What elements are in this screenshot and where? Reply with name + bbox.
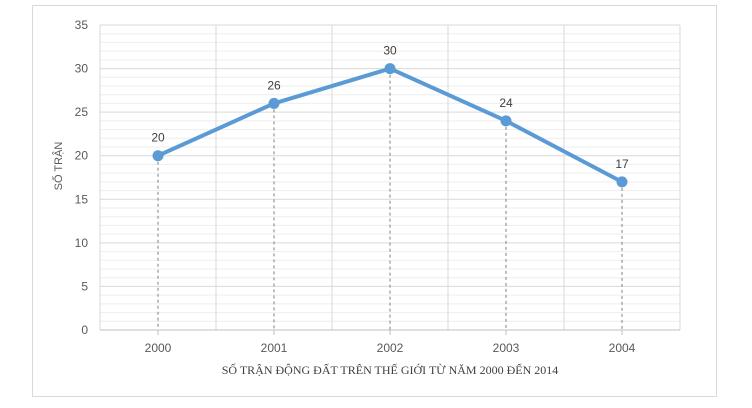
data-point [616,176,628,188]
y-tick-label: 35 [75,18,89,32]
data-labels: 20 26 30 24 17 [151,44,629,171]
x-axis-title: SỐ TRẬN ĐỘNG ĐẤT TRÊN THẾ GIỚI TỪ NĂM 20… [222,362,559,377]
y-tick-label: 10 [75,236,89,250]
data-point [152,150,164,162]
x-tick-label: 2000 [145,341,172,355]
y-axis-title: SỐ TRẬN [51,142,65,191]
y-tick-label: 20 [75,149,89,163]
axes: 0 5 10 15 20 25 30 35 2000 2001 2002 2003 2004 [75,18,680,355]
data-point [384,63,396,75]
data-label: 17 [615,157,629,171]
y-tick-label: 25 [75,105,89,119]
chart-frame [32,5,717,397]
data-point [500,115,512,127]
x-tick-label: 2003 [493,341,520,355]
x-tick-label: 2002 [377,341,404,355]
x-tick-label: 2004 [609,341,636,355]
data-label: 26 [267,78,281,92]
y-tick-label: 15 [75,192,89,206]
drop-lines [157,68,623,330]
y-tick-label: 0 [81,323,88,337]
data-label: 20 [151,131,165,145]
data-point [268,97,280,109]
y-tick-label: 30 [75,62,89,76]
data-label: 30 [383,44,397,58]
data-points [152,63,628,188]
data-label: 24 [499,96,513,110]
x-tick-label: 2001 [261,341,288,355]
y-tick-label: 5 [81,279,88,293]
